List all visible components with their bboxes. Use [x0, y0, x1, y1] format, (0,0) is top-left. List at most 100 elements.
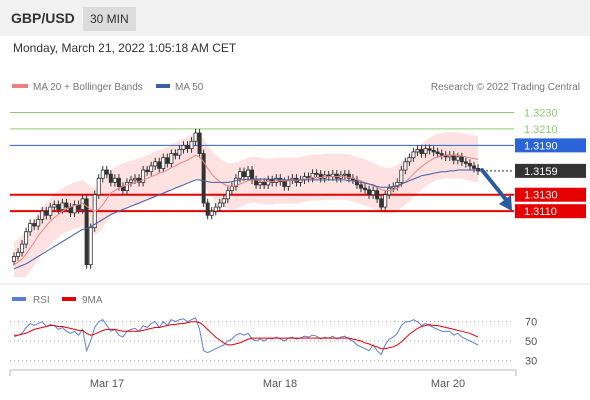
candle-down [173, 153, 178, 156]
candle-up [399, 169, 404, 183]
ma50-legend-label: MA 50 [175, 82, 204, 93]
candle-down [104, 169, 109, 175]
candle-up [258, 181, 263, 186]
candle-up [221, 198, 226, 204]
candle-down [116, 177, 121, 187]
candle-up [387, 187, 392, 196]
candle-up [129, 179, 134, 183]
rsi-ma-legend-label: 9MA [82, 295, 103, 306]
candle-up [266, 179, 271, 186]
candle-up [161, 157, 166, 169]
candle-down [419, 149, 424, 154]
ma20-legend-label: MA 20 + Bollinger Bands [33, 82, 143, 93]
level-tags: 1.3230 1.3210 1.3190 1.3159 1.3130 1.3110 [515, 107, 586, 219]
header-bar: GBP/USD 30 MIN [0, 0, 590, 36]
candle-up [383, 194, 388, 208]
rsi-tick-label: 50 [525, 336, 537, 348]
candle-down [379, 198, 384, 208]
candle-up [88, 227, 93, 266]
candle-up [72, 204, 77, 214]
candle-down [201, 153, 206, 204]
candle-up [112, 177, 117, 183]
candle-up [213, 206, 218, 212]
candle-down [459, 156, 464, 163]
candle-up [189, 140, 194, 150]
candle-up [124, 181, 129, 192]
x-tick-label: Mar 20 [431, 378, 465, 390]
candle-up [233, 177, 238, 187]
moving-averages [13, 154, 479, 270]
candle-down [463, 161, 468, 164]
candle-up [169, 153, 174, 164]
candle-down [314, 172, 319, 175]
candle-up [225, 190, 230, 200]
candle-down [467, 163, 472, 167]
candle-up [11, 256, 16, 262]
candle-up [28, 223, 33, 233]
candle-down [64, 202, 69, 208]
rsi-legend-swatch [12, 297, 26, 301]
candle-down [318, 173, 323, 179]
candle-down [185, 144, 190, 150]
level-label-resistance: 1.3230 [524, 107, 558, 119]
candle-down [358, 184, 363, 189]
rsi-legend-label: RSI [33, 295, 50, 306]
candle-up [415, 149, 420, 153]
candle-down [250, 169, 255, 181]
bollinger-band-area [14, 132, 478, 277]
ma50-line [13, 169, 478, 270]
rsi-tick-label: 30 [525, 355, 537, 367]
candle-up [246, 169, 251, 178]
ma50-legend-swatch [156, 84, 170, 88]
candle-up [96, 177, 101, 196]
candle-down [56, 204, 61, 210]
candle-up [209, 210, 214, 216]
level-tag-pivot [515, 138, 586, 153]
rsi-tick-label: 70 [525, 317, 537, 329]
candle-up [48, 206, 53, 216]
ma20-line [13, 154, 479, 266]
candle-up [395, 181, 400, 187]
candle-up [423, 148, 428, 154]
candle-up [193, 132, 198, 142]
x-tick-label: Mar 17 [90, 378, 124, 390]
candle-up [310, 172, 315, 179]
candle-up [36, 219, 41, 227]
candle-up [229, 186, 234, 192]
ma20-legend-swatch [12, 84, 28, 88]
interval-button[interactable]: 30 MIN [83, 7, 136, 31]
x-tick-label: Mar 18 [263, 378, 297, 390]
level-tag-last [515, 163, 586, 178]
candle-up [153, 161, 158, 167]
candle-up [133, 177, 138, 181]
candle-up [237, 171, 242, 179]
candle-down [471, 165, 476, 169]
credit-text: Research © 2022 Trading Central [431, 82, 580, 93]
candle-up [177, 149, 182, 156]
level-label-support: 1.3130 [524, 190, 558, 202]
candle-down [84, 198, 89, 266]
candle-down [254, 179, 259, 186]
candle-up [100, 169, 105, 179]
forecast-arrow [480, 168, 512, 211]
candle-down [354, 179, 359, 186]
candle-down [427, 148, 432, 151]
candle-down [157, 161, 162, 169]
candle-up [407, 157, 412, 163]
rsi-ma-line [14, 321, 479, 350]
candle-down [367, 189, 372, 196]
candle-up [342, 173, 347, 176]
candle-down [197, 132, 202, 154]
candle-up [411, 151, 416, 159]
candle-up [403, 161, 408, 171]
candle-down [431, 149, 436, 153]
candle-up [455, 156, 460, 161]
candle-up [371, 190, 376, 196]
bollinger-band [14, 132, 478, 277]
rsi-grid: 70 50 30 [10, 317, 537, 367]
rsi-lines [13, 317, 479, 356]
candle-down [363, 187, 368, 191]
candle-down [241, 171, 246, 178]
candle-up [217, 202, 222, 208]
